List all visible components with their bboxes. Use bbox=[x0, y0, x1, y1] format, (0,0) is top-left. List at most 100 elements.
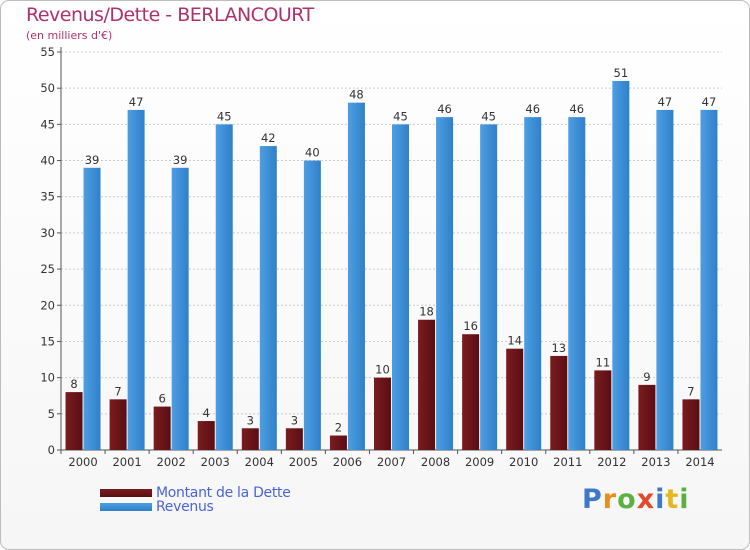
data-label-revenue: 46 bbox=[525, 102, 540, 116]
bar-revenue bbox=[436, 117, 454, 451]
x-tick-label: 2014 bbox=[685, 455, 714, 469]
legend-label-debt: Montant de la Dette bbox=[156, 485, 291, 501]
bar-revenue bbox=[83, 167, 101, 451]
data-label-debt: 6 bbox=[159, 392, 166, 406]
data-label-debt: 11 bbox=[596, 355, 611, 369]
data-label-debt: 14 bbox=[507, 334, 522, 348]
y-tick-label: 55 bbox=[40, 45, 55, 59]
bar-debt bbox=[418, 319, 436, 450]
bar-revenue bbox=[700, 109, 718, 451]
y-tick-label: 0 bbox=[48, 443, 55, 457]
bar-revenue bbox=[612, 80, 630, 450]
logo-letter: t bbox=[665, 484, 680, 515]
bar-debt bbox=[682, 399, 700, 450]
data-label-revenue: 39 bbox=[85, 153, 100, 167]
bar-debt bbox=[197, 421, 215, 450]
bar-revenue bbox=[171, 167, 189, 451]
legend-swatch-revenue bbox=[100, 503, 152, 511]
data-label-revenue: 48 bbox=[349, 88, 364, 102]
data-label-revenue: 47 bbox=[658, 95, 673, 109]
bar-debt bbox=[594, 370, 612, 450]
logo-letter: o bbox=[617, 484, 637, 515]
bar-debt bbox=[374, 377, 391, 450]
bar-revenue bbox=[524, 117, 542, 451]
bar-debt bbox=[285, 428, 303, 450]
bar-revenue bbox=[568, 117, 586, 451]
bar-debt bbox=[65, 392, 83, 450]
legend: Montant de la Dette Revenus bbox=[100, 485, 291, 515]
legend-swatch-debt bbox=[100, 489, 152, 497]
logo-letter: P bbox=[582, 484, 603, 515]
data-label-debt: 16 bbox=[463, 319, 478, 333]
bar-debt bbox=[638, 384, 656, 450]
logo-letter: i bbox=[655, 484, 666, 515]
proxiti-logo: Proxiti bbox=[582, 484, 690, 515]
x-tick-label: 2004 bbox=[245, 455, 274, 469]
data-label-revenue: 46 bbox=[569, 102, 584, 116]
data-label-debt: 7 bbox=[114, 384, 121, 398]
bar-debt bbox=[241, 428, 259, 450]
data-label-debt: 7 bbox=[687, 384, 694, 398]
data-label-revenue: 45 bbox=[481, 109, 496, 123]
x-tick-label: 2011 bbox=[553, 455, 582, 469]
x-tick-label: 2009 bbox=[465, 455, 494, 469]
bar-debt bbox=[506, 348, 524, 450]
x-tick-label: 2010 bbox=[509, 455, 538, 469]
x-tick-label: 2002 bbox=[157, 455, 186, 469]
bar-revenue bbox=[480, 124, 498, 450]
data-label-debt: 4 bbox=[203, 406, 210, 420]
x-tick-label: 2007 bbox=[377, 455, 406, 469]
x-tick-label: 2003 bbox=[201, 455, 230, 469]
bar-debt bbox=[109, 399, 127, 450]
y-tick-label: 40 bbox=[40, 154, 55, 168]
y-tick-label: 50 bbox=[40, 81, 55, 95]
data-label-debt: 18 bbox=[419, 305, 434, 319]
x-tick-label: 2013 bbox=[641, 455, 670, 469]
legend-label-revenue: Revenus bbox=[156, 499, 214, 515]
y-tick-label: 30 bbox=[40, 226, 55, 240]
data-label-debt: 13 bbox=[551, 341, 566, 355]
x-tick-label: 2001 bbox=[112, 455, 141, 469]
data-label-debt: 2 bbox=[335, 421, 342, 435]
data-label-debt: 8 bbox=[70, 377, 77, 391]
bar-debt bbox=[329, 435, 347, 450]
x-tick-label: 2005 bbox=[289, 455, 318, 469]
y-tick-label: 10 bbox=[40, 371, 55, 385]
data-label-revenue: 39 bbox=[173, 153, 188, 167]
data-label-revenue: 51 bbox=[614, 66, 629, 80]
data-label-revenue: 42 bbox=[261, 131, 276, 145]
data-label-debt: 10 bbox=[375, 363, 390, 377]
y-tick-label: 15 bbox=[40, 334, 55, 348]
logo-letter: r bbox=[602, 484, 618, 515]
bar-revenue bbox=[215, 124, 233, 450]
x-tick-label: 2006 bbox=[333, 455, 362, 469]
bar-revenue bbox=[303, 160, 321, 450]
y-tick-label: 35 bbox=[40, 190, 55, 204]
y-tick-label: 45 bbox=[40, 117, 55, 131]
data-label-debt: 9 bbox=[643, 370, 650, 384]
y-tick-label: 5 bbox=[48, 407, 55, 421]
bar-revenue bbox=[259, 146, 277, 450]
x-tick-label: 2000 bbox=[68, 455, 97, 469]
data-label-revenue: 46 bbox=[437, 102, 452, 116]
data-label-revenue: 40 bbox=[305, 146, 320, 160]
data-label-revenue: 45 bbox=[217, 109, 232, 123]
bar-revenue bbox=[392, 124, 409, 450]
data-label-debt: 3 bbox=[291, 413, 298, 427]
bar-debt bbox=[462, 334, 480, 450]
data-label-revenue: 47 bbox=[129, 95, 144, 109]
data-label-revenue: 45 bbox=[393, 109, 408, 123]
y-tick-label: 25 bbox=[40, 262, 55, 276]
bar-revenue bbox=[656, 109, 674, 451]
data-label-revenue: 47 bbox=[702, 95, 717, 109]
bar-debt bbox=[153, 406, 171, 450]
chart-title: Revenus/Dette - BERLANCOURT bbox=[26, 4, 314, 26]
bar-revenue bbox=[347, 102, 365, 451]
data-label-debt: 3 bbox=[247, 413, 254, 427]
chart-subtitle: (en milliers d'€) bbox=[26, 29, 113, 42]
bar-revenue bbox=[127, 109, 145, 451]
bar-debt bbox=[550, 355, 568, 450]
x-tick-label: 2008 bbox=[421, 455, 450, 469]
logo-letter: x bbox=[636, 484, 656, 515]
